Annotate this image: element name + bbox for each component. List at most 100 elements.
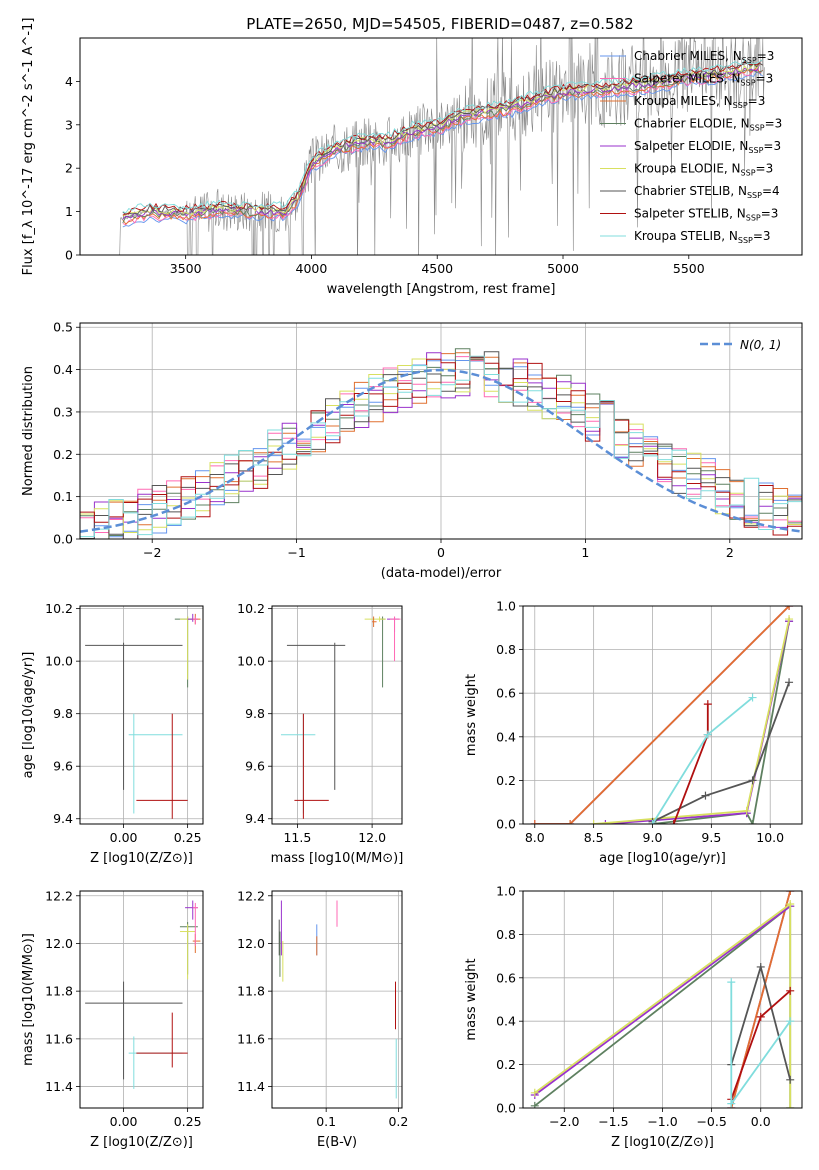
legend-entry: Salpeter STELIB, NSSP=3 — [634, 207, 778, 223]
weight-point-marker — [786, 1017, 795, 1026]
y-tick-label: 9.6 — [245, 759, 265, 774]
y-tick-label: 12.2 — [237, 888, 265, 903]
weight-point-marker — [703, 730, 712, 739]
x-tick-label: 1 — [581, 545, 589, 560]
plot-area — [85, 900, 201, 1089]
x-tick-label: 10.0 — [756, 830, 784, 845]
y-tick-label: 0 — [65, 248, 73, 263]
y-tick-label: 0.3 — [53, 404, 73, 419]
y-tick-label: 0.4 — [496, 729, 516, 744]
y-tick-label: 1 — [65, 204, 73, 219]
y-tick-label: 10.0 — [45, 654, 73, 669]
y-tick-label: 0.1 — [53, 489, 73, 504]
residual-histogram-6 — [80, 351, 802, 539]
weight-point-marker — [786, 1104, 795, 1108]
x-tick-label: 0.25 — [174, 1114, 202, 1129]
y-tick-label: 0.2 — [53, 447, 73, 462]
figure-title: PLATE=2650, MJD=54505, FIBERID=0487, z=0… — [246, 15, 633, 33]
y-tick-label: 2 — [65, 161, 73, 176]
y-tick-label: 10.2 — [237, 601, 265, 616]
y-tick-label: 0.0 — [496, 1101, 516, 1116]
model-spectrum-3 — [122, 69, 763, 224]
x-axis-label: Z [log10(Z/Z⊙)] — [90, 1135, 193, 1150]
x-axis-label: wavelength [Angstrom, rest frame] — [327, 282, 556, 297]
weight-point-marker — [701, 791, 710, 800]
legend-subscript: SSP — [733, 101, 748, 110]
legend-entry: Salpeter MILES, NSSP=3 — [634, 72, 773, 88]
weight-series-7 — [672, 704, 709, 824]
x-tick-label: 2 — [726, 545, 734, 560]
model-spectrum-2 — [122, 67, 764, 225]
weight-series-8 — [651, 696, 754, 824]
weight-point-marker — [748, 776, 757, 785]
x-tick-label: −1 — [287, 545, 305, 560]
gaussian-reference-line — [80, 368, 802, 533]
weight-point-marker — [748, 693, 757, 702]
legend-count: =3 — [761, 207, 779, 221]
x-tick-label: −1.0 — [647, 1114, 677, 1129]
weight-point-marker — [727, 1099, 736, 1108]
axes-frame — [79, 605, 204, 825]
legend-count: =3 — [748, 94, 766, 108]
y-tick-label: 0.6 — [496, 686, 516, 701]
x-tick-label: 5500 — [673, 261, 705, 276]
weight-point-marker — [785, 678, 794, 687]
legend-count: =3 — [765, 117, 783, 131]
x-tick-label: −1.5 — [598, 1114, 628, 1129]
weight-point-marker — [669, 820, 678, 824]
y-tick-label: 9.4 — [245, 811, 265, 826]
weight-point-marker — [589, 820, 598, 824]
weight-vs-age-panel: 8.0 8.5 9.0 9.5 10.0 0.0 0.2 0.4 0.6 0.8 1.0 age [l… — [464, 599, 803, 866]
legend-count: =3 — [753, 229, 771, 243]
legend-subscript: SSP — [742, 56, 757, 65]
y-tick-label: 11.4 — [45, 1079, 73, 1094]
weight-point-marker — [727, 978, 736, 987]
weight-point-marker — [786, 986, 795, 995]
x-tick-label: 5000 — [547, 261, 579, 276]
y-axis-label: mass weight — [464, 674, 479, 756]
x-tick-label: 8.5 — [584, 830, 604, 845]
x-axis-label: (data-model)/error — [381, 566, 502, 581]
axes-frame — [271, 890, 403, 1109]
y-tick-label: 9.8 — [53, 706, 73, 721]
weight-point-marker — [530, 1088, 539, 1097]
age-vs-mass-panel: 11.5 12.0 9.4 9.6 9.8 10.0 10.2 mass [log10(M/M… — [237, 601, 403, 866]
spectrum-panel: 3500 4000 4500 5000 5500 0 1 2 3 4 wavelength [Ang… — [21, 18, 803, 297]
x-axis-label: Z [log10(Z/Z⊙)] — [611, 1135, 714, 1150]
y-tick-label: 11.8 — [45, 984, 73, 999]
weight-point-marker — [756, 1012, 765, 1021]
plot-area — [530, 891, 795, 1108]
model-spectrum-6 — [122, 62, 764, 216]
y-tick-label: 11.6 — [237, 1031, 265, 1046]
y-tick-label: 3 — [65, 117, 73, 132]
weight-series-6 — [652, 681, 790, 823]
model-spectrum-1 — [122, 69, 764, 226]
model-spectrum-0 — [122, 70, 764, 228]
x-tick-label: 0.25 — [174, 830, 202, 845]
legend-entry: Salpeter ELODIE, NSSP=3 — [634, 139, 781, 155]
y-tick-label: 0.0 — [53, 532, 73, 547]
weight-point-marker — [785, 606, 794, 610]
weight-point-marker — [785, 615, 794, 624]
plot-area — [280, 616, 401, 819]
weight-point-marker — [786, 900, 795, 909]
plot-area — [278, 900, 397, 1099]
x-tick-label: 0.00 — [110, 830, 138, 845]
weight-series-3 — [652, 621, 790, 824]
legend-entry: Kroupa STELIB, NSSP=3 — [634, 229, 771, 245]
legend-count: =3 — [756, 162, 774, 176]
y-tick-label: 0.0 — [496, 817, 516, 832]
x-tick-label: 0.2 — [388, 1114, 408, 1129]
weight-point-marker — [530, 1101, 539, 1108]
weight-point-marker — [703, 700, 712, 709]
legend-count: =3 — [763, 139, 781, 153]
legend-entry: Kroupa MILES, NSSP=3 — [634, 94, 765, 110]
y-tick-label: 0.2 — [496, 1057, 516, 1072]
weight-point-marker — [648, 820, 657, 824]
axes-frame — [522, 605, 803, 825]
x-tick-label: 0 — [437, 545, 445, 560]
y-tick-label: 4 — [65, 74, 73, 89]
y-axis-label: mass [log10(M/M⊙)] — [21, 933, 36, 1066]
model-spectrum-8 — [122, 58, 764, 214]
x-tick-label: 9.5 — [701, 830, 721, 845]
